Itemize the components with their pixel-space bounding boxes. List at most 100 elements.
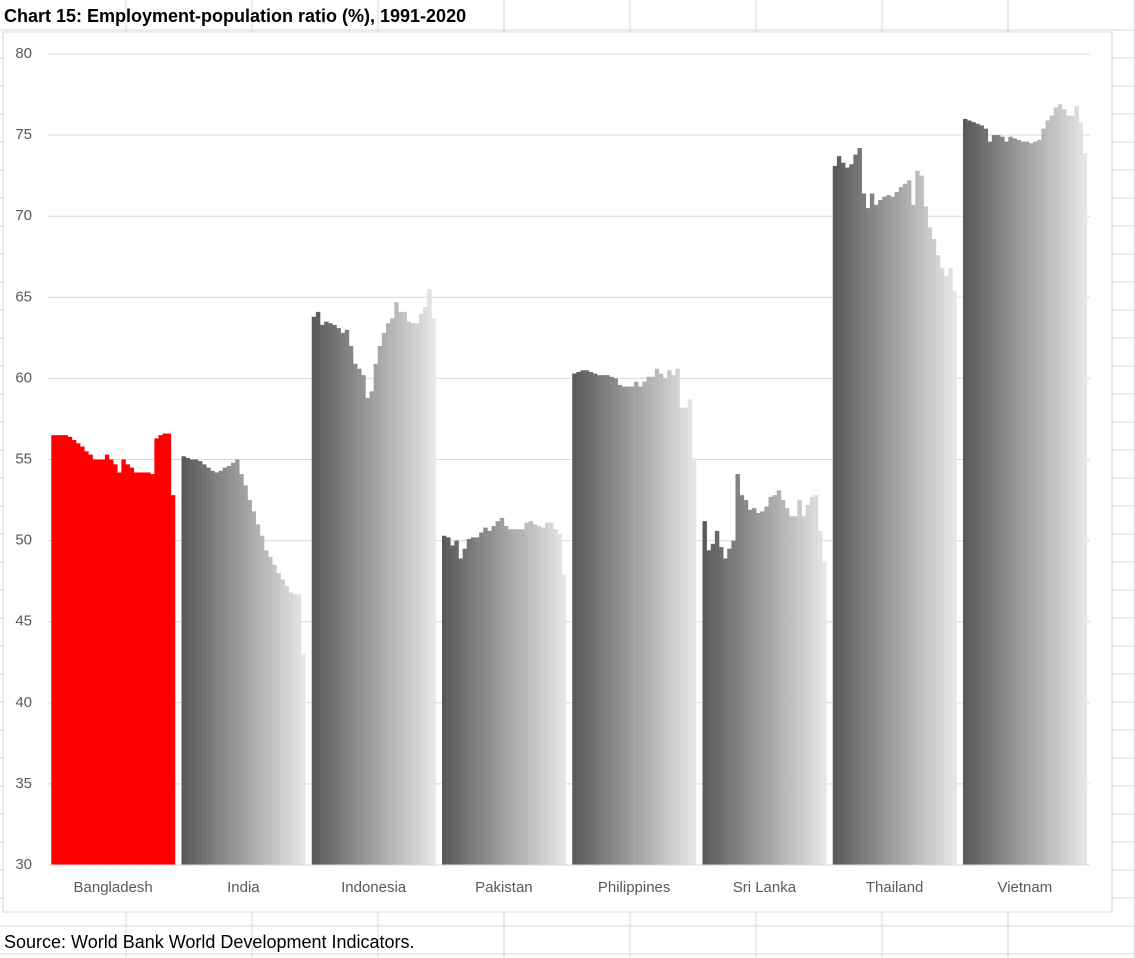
bar <box>381 332 387 865</box>
bar <box>549 522 554 865</box>
bar <box>671 375 676 865</box>
bar <box>394 302 399 865</box>
bar <box>784 508 790 865</box>
bar <box>967 120 972 865</box>
bar <box>113 464 118 865</box>
bar <box>320 324 325 865</box>
y-tick-label: 45 <box>15 613 32 630</box>
bar <box>747 509 753 865</box>
bar <box>109 459 114 865</box>
source-note: Source: World Bank World Development Ind… <box>4 932 415 952</box>
y-tick-label: 80 <box>15 45 32 62</box>
bar <box>849 164 854 865</box>
bar <box>137 472 143 865</box>
bar <box>613 378 618 865</box>
bar <box>983 128 989 865</box>
bar <box>470 537 476 865</box>
bar <box>789 516 794 865</box>
bar <box>1028 143 1034 865</box>
bar <box>104 454 110 865</box>
bar <box>71 440 77 865</box>
bar <box>328 323 333 865</box>
bar <box>495 521 501 865</box>
bar <box>710 543 716 865</box>
bar <box>987 141 993 865</box>
bar <box>311 316 317 865</box>
bar <box>662 378 668 865</box>
bar <box>617 384 623 865</box>
y-tick-label: 35 <box>15 775 32 792</box>
bar <box>96 459 102 865</box>
bar <box>487 530 492 865</box>
bar <box>809 496 815 865</box>
bar <box>296 594 302 865</box>
bar <box>344 329 350 865</box>
chart-title: Chart 15: Employment-population ratio (%… <box>4 6 466 26</box>
bar <box>336 328 341 865</box>
bar <box>226 465 232 865</box>
bar <box>906 180 912 866</box>
bar <box>55 435 60 865</box>
bar <box>442 535 447 865</box>
bar <box>288 592 294 865</box>
bar <box>756 513 761 865</box>
bar <box>141 472 147 865</box>
bar <box>76 443 81 865</box>
bar <box>431 318 436 865</box>
bar <box>890 196 895 866</box>
bar <box>553 529 558 865</box>
bar <box>117 472 122 865</box>
bar <box>414 323 420 865</box>
bar <box>963 118 968 865</box>
bar <box>679 407 684 865</box>
bar <box>813 495 819 865</box>
bar <box>67 436 73 865</box>
bar <box>193 459 199 865</box>
bar <box>768 496 773 865</box>
bar <box>243 485 248 865</box>
bar <box>719 547 724 865</box>
bar <box>944 276 949 865</box>
bar <box>931 238 937 865</box>
bar <box>1082 152 1088 865</box>
bar <box>805 504 811 865</box>
bar <box>780 500 786 865</box>
bar <box>772 495 778 865</box>
bar <box>259 535 265 865</box>
bar <box>158 435 163 865</box>
x-tick-label: India <box>227 879 260 896</box>
bar <box>735 474 740 865</box>
bar <box>723 558 728 865</box>
bar <box>817 530 823 865</box>
x-tick-label: Sri Lanka <box>733 879 797 896</box>
y-tick-label: 65 <box>15 288 32 305</box>
y-tick-label: 55 <box>15 450 32 467</box>
bar <box>691 457 697 865</box>
bar <box>332 324 337 865</box>
bar <box>1045 120 1050 865</box>
bar <box>886 195 891 865</box>
bar <box>202 464 207 865</box>
bar <box>634 381 639 865</box>
bar <box>536 526 542 865</box>
bar <box>894 191 900 865</box>
bar <box>540 527 546 865</box>
bar <box>499 517 505 865</box>
bar <box>507 529 513 865</box>
bar <box>247 500 252 865</box>
bar <box>706 550 712 865</box>
bar <box>377 345 383 866</box>
bar <box>418 313 424 865</box>
bar <box>822 561 827 865</box>
bar <box>845 167 850 866</box>
bar <box>601 375 606 865</box>
bar <box>584 370 590 865</box>
y-tick-label: 40 <box>15 694 32 711</box>
bar <box>638 386 643 865</box>
bar <box>1061 109 1067 865</box>
bar <box>315 311 321 865</box>
bar <box>410 323 416 865</box>
bar <box>369 391 374 865</box>
bar <box>129 467 135 865</box>
bar <box>687 399 693 865</box>
